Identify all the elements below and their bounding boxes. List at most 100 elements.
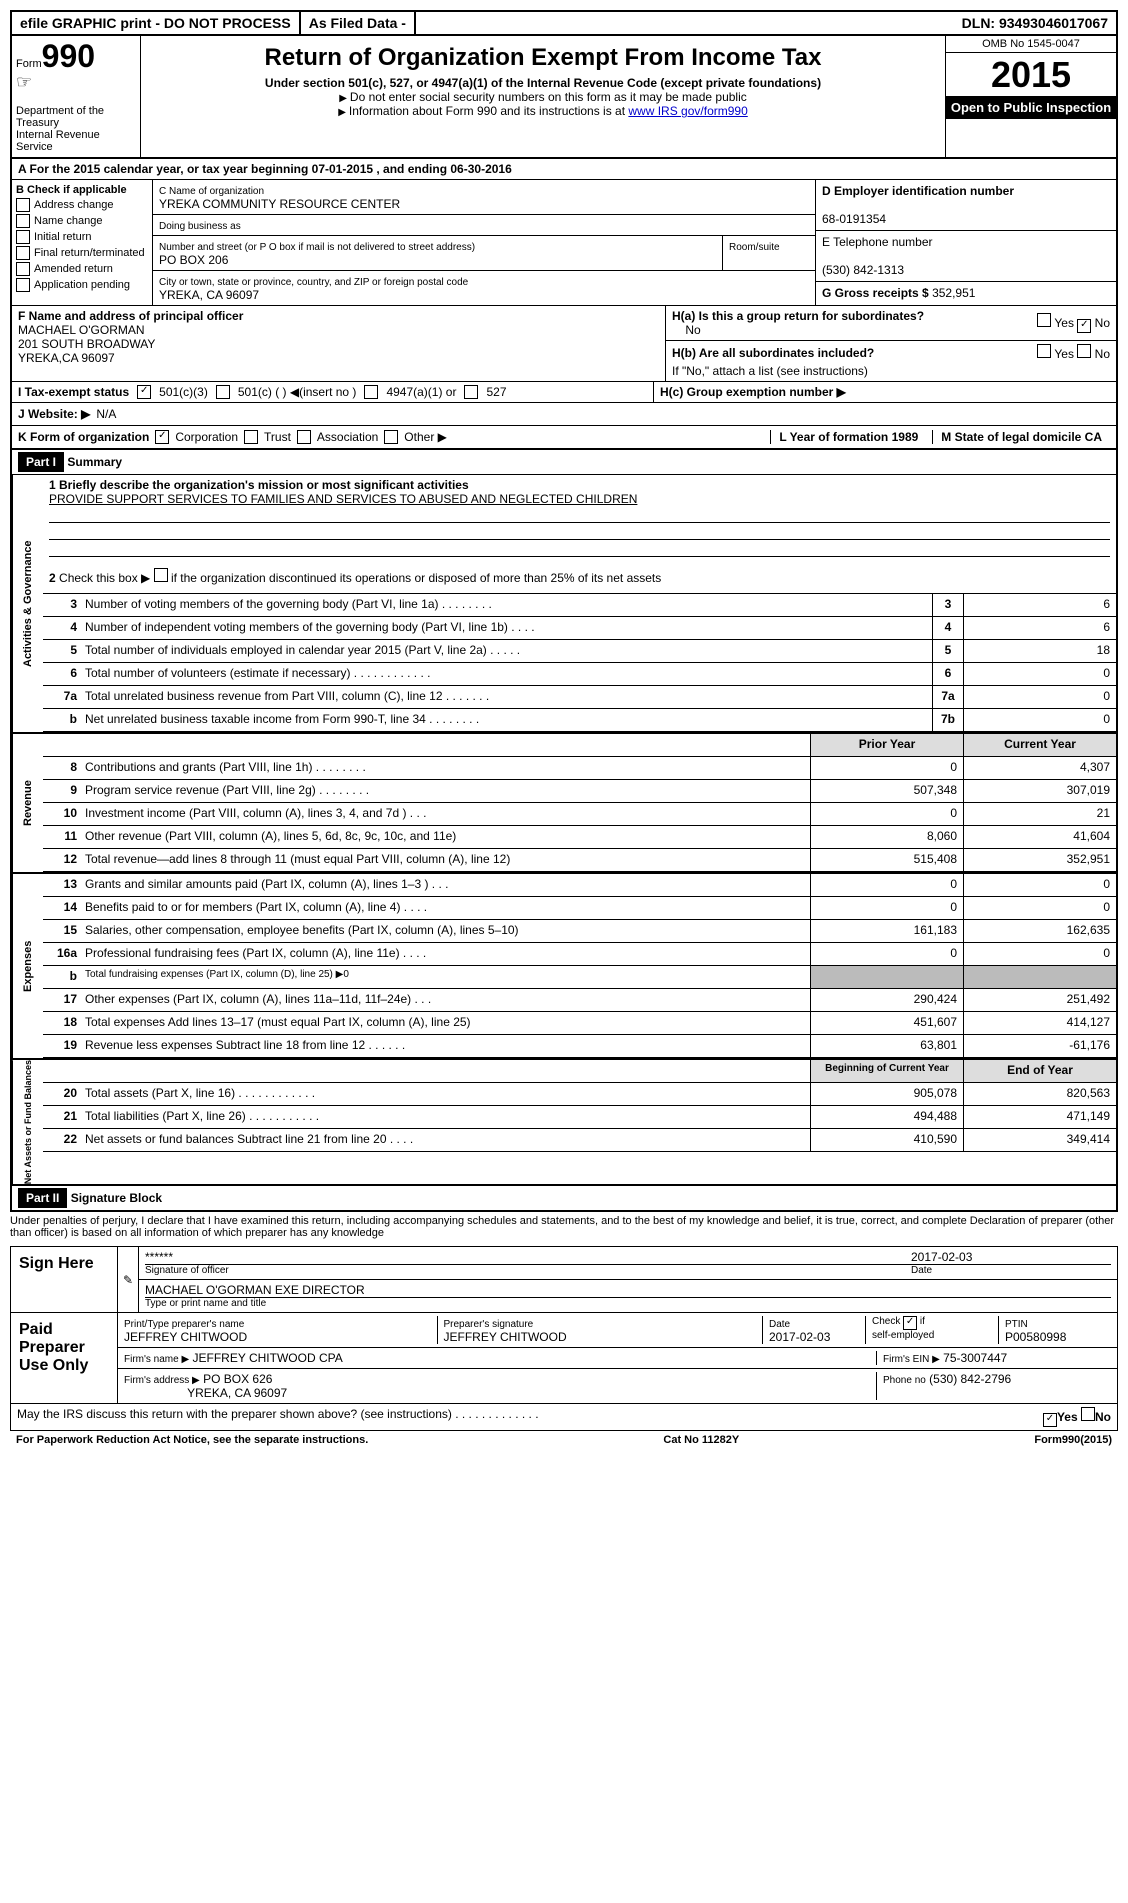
line-val: 0 [963, 663, 1116, 685]
ptin-label: PTIN [1005, 1319, 1028, 1330]
checkbox[interactable]: ✓ [903, 1316, 917, 1330]
phone-value: (530) 842-1313 [822, 263, 904, 277]
receipts-label: G Gross receipts $ [822, 286, 929, 300]
sig-label: Signature of officer [145, 1264, 911, 1276]
no-label: No [1095, 1410, 1111, 1424]
checkbox[interactable] [1081, 1407, 1095, 1421]
faddr2: YREKA, CA 96097 [187, 1386, 287, 1400]
line-num: 16a [43, 943, 81, 965]
line-num: 21 [43, 1106, 81, 1128]
header-right: OMB No 1545-0047 2015 Open to Public Ins… [945, 36, 1116, 157]
checkbox[interactable]: ✓ [1043, 1413, 1057, 1427]
firm: JEFFREY CHITWOOD CPA [193, 1351, 343, 1365]
yes-label: Yes [1054, 347, 1074, 361]
f-name: MACHAEL O'GORMAN [18, 323, 145, 337]
checkbox[interactable] [384, 430, 398, 444]
checkbox[interactable]: ✓ [137, 385, 151, 399]
dln-label: DLN: 93493046017067 [954, 12, 1116, 34]
line-val: 0 [963, 709, 1116, 731]
checkbox[interactable] [16, 214, 30, 228]
vert-net: Net Assets or Fund Balances [12, 1060, 43, 1184]
line-box: 4 [932, 617, 963, 639]
line-prior: 8,060 [810, 826, 963, 848]
pname: JEFFREY CHITWOOD [124, 1330, 247, 1344]
header-left: Form990 ☞ Department of the Treasury Int… [12, 36, 141, 157]
line-num: 5 [43, 640, 81, 662]
line-val: 18 [963, 640, 1116, 662]
opt3: 4947(a)(1) or [386, 385, 456, 399]
q1: 1 Briefly describe the organization's mi… [49, 478, 469, 492]
psig: JEFFREY CHITWOOD [444, 1330, 567, 1344]
line-num: 4 [43, 617, 81, 639]
line-box: 7b [932, 709, 963, 731]
info-grid: B Check if applicable Address change Nam… [12, 180, 1116, 306]
line-desc: Grants and similar amounts paid (Part IX… [81, 874, 810, 896]
checkbox[interactable] [1037, 313, 1051, 327]
checkbox[interactable]: ✓ [1077, 319, 1091, 333]
line-desc: Benefits paid to or for members (Part IX… [81, 897, 810, 919]
line-prior: 905,078 [810, 1083, 963, 1105]
org-name: YREKA COMMUNITY RESOURCE CENTER [159, 197, 400, 211]
line-desc: Total fundraising expenses (Part IX, col… [81, 966, 810, 988]
name-label: C Name of organization [159, 186, 264, 197]
omb-label: OMB No 1545-0047 [946, 36, 1116, 53]
ptin: P00580998 [1005, 1330, 1066, 1344]
l-label: L Year of formation 1989 [779, 430, 918, 444]
checkbox[interactable] [16, 230, 30, 244]
line-prior: 0 [810, 943, 963, 965]
mission-text: PROVIDE SUPPORT SERVICES TO FAMILIES AND… [49, 492, 637, 506]
k-opt: Trust [264, 430, 291, 444]
opt4: 527 [486, 385, 506, 399]
line-desc: Investment income (Part VIII, column (A)… [81, 803, 810, 825]
k-opt: Corporation [175, 430, 238, 444]
line-prior: 451,607 [810, 1012, 963, 1034]
checkbox[interactable]: ✓ [155, 430, 169, 444]
checkbox[interactable] [464, 385, 478, 399]
checkbox[interactable] [16, 278, 30, 292]
line-prior: 515,408 [810, 849, 963, 871]
preparer-label: Paid Preparer Use Only [11, 1313, 118, 1403]
irs-link[interactable]: www IRS gov/form990 [628, 104, 747, 118]
chk-label: Final return/terminated [34, 247, 145, 259]
line-current: 820,563 [963, 1083, 1116, 1105]
line-num: 10 [43, 803, 81, 825]
yes-label: Yes [1057, 1410, 1078, 1424]
officer-name: MACHAEL O'GORMAN EXE DIRECTOR [145, 1283, 365, 1297]
fein-label: Firm's EIN ▶ [883, 1354, 940, 1365]
faddr-label: Firm's address ▶ [124, 1375, 200, 1386]
discuss-row: May the IRS discuss this return with the… [11, 1404, 1117, 1430]
line-num: 8 [43, 757, 81, 779]
line-prior: 0 [810, 897, 963, 919]
form-number: 990 [42, 38, 95, 74]
line-num: 22 [43, 1129, 81, 1151]
fphone: (530) 842-2796 [929, 1372, 1011, 1386]
footer-left: For Paperwork Reduction Act Notice, see … [16, 1434, 368, 1446]
summary-line: 20 Total assets (Part X, line 16) . . . … [43, 1083, 1116, 1106]
net-section: Net Assets or Fund Balances Beginning of… [12, 1060, 1116, 1184]
line-desc: Program service revenue (Part VIII, line… [81, 780, 810, 802]
name-label: Type or print name and title [145, 1297, 1111, 1309]
line-current: 41,604 [963, 826, 1116, 848]
checkbox[interactable] [364, 385, 378, 399]
checkbox[interactable] [16, 262, 30, 276]
note2: Information about Form 990 and its instr… [349, 104, 628, 118]
tax-year: 2015 [946, 53, 1116, 96]
beg-year-hdr: Beginning of Current Year [810, 1060, 963, 1082]
end-year-hdr: End of Year [963, 1060, 1116, 1082]
checkbox[interactable] [154, 568, 168, 582]
part2-title: Part II [18, 1188, 67, 1208]
line-desc: Net unrelated business taxable income fr… [81, 709, 932, 731]
checkbox[interactable] [1037, 344, 1051, 358]
col-b-title: B Check if applicable [16, 184, 127, 196]
checkbox[interactable] [216, 385, 230, 399]
receipts-value: 352,951 [932, 286, 975, 300]
checkbox[interactable] [244, 430, 258, 444]
opt2: 501(c) ( ) ◀(insert no ) [238, 385, 357, 399]
governance-section: Activities & Governance 1 Briefly descri… [12, 475, 1116, 734]
checkbox[interactable] [16, 198, 30, 212]
checkbox[interactable] [1077, 344, 1091, 358]
line-desc: Other expenses (Part IX, column (A), lin… [81, 989, 810, 1011]
vert-expenses: Expenses [12, 874, 43, 1058]
checkbox[interactable] [297, 430, 311, 444]
checkbox[interactable] [16, 246, 30, 260]
